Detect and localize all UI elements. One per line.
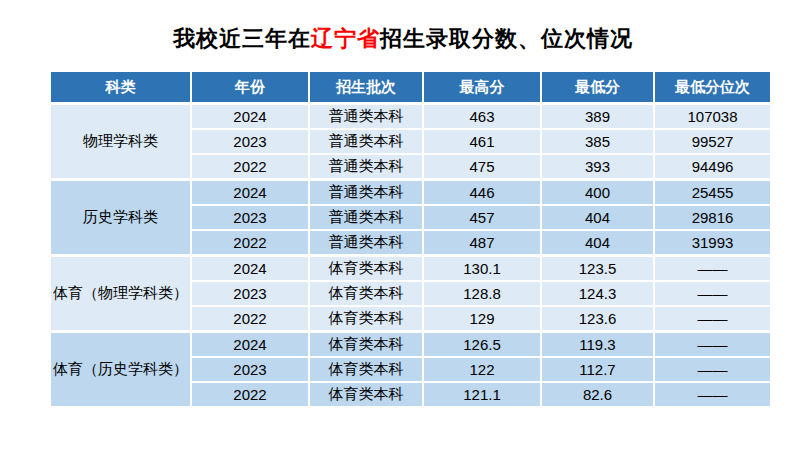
page-title: 我校近三年在辽宁省招生录取分数、位次情况 bbox=[0, 0, 806, 52]
max-score-cell: 457 bbox=[423, 205, 541, 230]
admission-score-table: 科类 年份 招生批次 最高分 最低分 最低分位次 物理学科类2024普通类本科4… bbox=[49, 70, 772, 408]
category-cell: 体育（历史学科类） bbox=[50, 332, 191, 408]
min-score-cell: 123.5 bbox=[541, 256, 654, 282]
header-batch: 招生批次 bbox=[309, 71, 423, 104]
title-prefix: 我校近三年在 bbox=[173, 26, 311, 51]
batch-cell: 普通类本科 bbox=[309, 154, 423, 180]
max-score-cell: 126.5 bbox=[423, 332, 541, 358]
header-min-score: 最低分 bbox=[541, 71, 654, 104]
category-cell: 历史学科类 bbox=[50, 180, 191, 256]
max-score-cell: 121.1 bbox=[423, 382, 541, 407]
year-cell: 2024 bbox=[191, 256, 309, 282]
title-suffix: 招生录取分数、位次情况 bbox=[380, 26, 633, 51]
min-score-cell: 400 bbox=[541, 180, 654, 206]
rank-cell: —— bbox=[654, 281, 771, 306]
year-cell: 2024 bbox=[191, 180, 309, 206]
year-cell: 2024 bbox=[191, 104, 309, 130]
table-row: 历史学科类2024普通类本科44640025455 bbox=[50, 180, 771, 206]
max-score-cell: 487 bbox=[423, 230, 541, 256]
rank-cell: 31993 bbox=[654, 230, 771, 256]
batch-cell: 普通类本科 bbox=[309, 180, 423, 206]
min-score-cell: 124.3 bbox=[541, 281, 654, 306]
min-score-cell: 112.7 bbox=[541, 357, 654, 382]
min-score-cell: 404 bbox=[541, 205, 654, 230]
min-score-cell: 82.6 bbox=[541, 382, 654, 407]
year-cell: 2022 bbox=[191, 306, 309, 332]
rank-cell: —— bbox=[654, 357, 771, 382]
year-cell: 2022 bbox=[191, 230, 309, 256]
table-row: 物理学科类2024普通类本科463389107038 bbox=[50, 104, 771, 130]
batch-cell: 体育类本科 bbox=[309, 281, 423, 306]
rank-cell: 99527 bbox=[654, 129, 771, 154]
year-cell: 2023 bbox=[191, 129, 309, 154]
table-body: 物理学科类2024普通类本科4633891070382023普通类本科46138… bbox=[50, 104, 771, 408]
batch-cell: 普通类本科 bbox=[309, 205, 423, 230]
rank-cell: —— bbox=[654, 382, 771, 407]
max-score-cell: 128.8 bbox=[423, 281, 541, 306]
rank-cell: 107038 bbox=[654, 104, 771, 130]
max-score-cell: 446 bbox=[423, 180, 541, 206]
rank-cell: —— bbox=[654, 256, 771, 282]
min-score-cell: 123.6 bbox=[541, 306, 654, 332]
rank-cell: —— bbox=[654, 306, 771, 332]
min-score-cell: 119.3 bbox=[541, 332, 654, 358]
min-score-cell: 393 bbox=[541, 154, 654, 180]
batch-cell: 体育类本科 bbox=[309, 332, 423, 358]
batch-cell: 普通类本科 bbox=[309, 230, 423, 256]
rank-cell: 29816 bbox=[654, 205, 771, 230]
header-max-score: 最高分 bbox=[423, 71, 541, 104]
batch-cell: 体育类本科 bbox=[309, 357, 423, 382]
category-cell: 物理学科类 bbox=[50, 104, 191, 180]
max-score-cell: 122 bbox=[423, 357, 541, 382]
rank-cell: 94496 bbox=[654, 154, 771, 180]
category-cell: 体育（物理学科类） bbox=[50, 256, 191, 332]
header-min-rank: 最低分位次 bbox=[654, 71, 771, 104]
year-cell: 2023 bbox=[191, 205, 309, 230]
table-header-row: 科类 年份 招生批次 最高分 最低分 最低分位次 bbox=[50, 71, 771, 104]
header-category: 科类 bbox=[50, 71, 191, 104]
max-score-cell: 461 bbox=[423, 129, 541, 154]
year-cell: 2023 bbox=[191, 357, 309, 382]
batch-cell: 体育类本科 bbox=[309, 306, 423, 332]
title-highlight: 辽宁省 bbox=[311, 26, 380, 51]
max-score-cell: 129 bbox=[423, 306, 541, 332]
max-score-cell: 130.1 bbox=[423, 256, 541, 282]
table-row: 体育（物理学科类）2024体育类本科130.1123.5—— bbox=[50, 256, 771, 282]
year-cell: 2023 bbox=[191, 281, 309, 306]
rank-cell: —— bbox=[654, 332, 771, 358]
document-page: 我校近三年在辽宁省招生录取分数、位次情况 科类 年份 招生批次 最高分 最低分 … bbox=[0, 0, 806, 474]
batch-cell: 普通类本科 bbox=[309, 104, 423, 130]
header-year: 年份 bbox=[191, 71, 309, 104]
batch-cell: 体育类本科 bbox=[309, 256, 423, 282]
max-score-cell: 463 bbox=[423, 104, 541, 130]
max-score-cell: 475 bbox=[423, 154, 541, 180]
year-cell: 2022 bbox=[191, 382, 309, 407]
year-cell: 2024 bbox=[191, 332, 309, 358]
batch-cell: 普通类本科 bbox=[309, 129, 423, 154]
min-score-cell: 389 bbox=[541, 104, 654, 130]
table-row: 体育（历史学科类）2024体育类本科126.5119.3—— bbox=[50, 332, 771, 358]
year-cell: 2022 bbox=[191, 154, 309, 180]
min-score-cell: 385 bbox=[541, 129, 654, 154]
batch-cell: 体育类本科 bbox=[309, 382, 423, 407]
min-score-cell: 404 bbox=[541, 230, 654, 256]
rank-cell: 25455 bbox=[654, 180, 771, 206]
